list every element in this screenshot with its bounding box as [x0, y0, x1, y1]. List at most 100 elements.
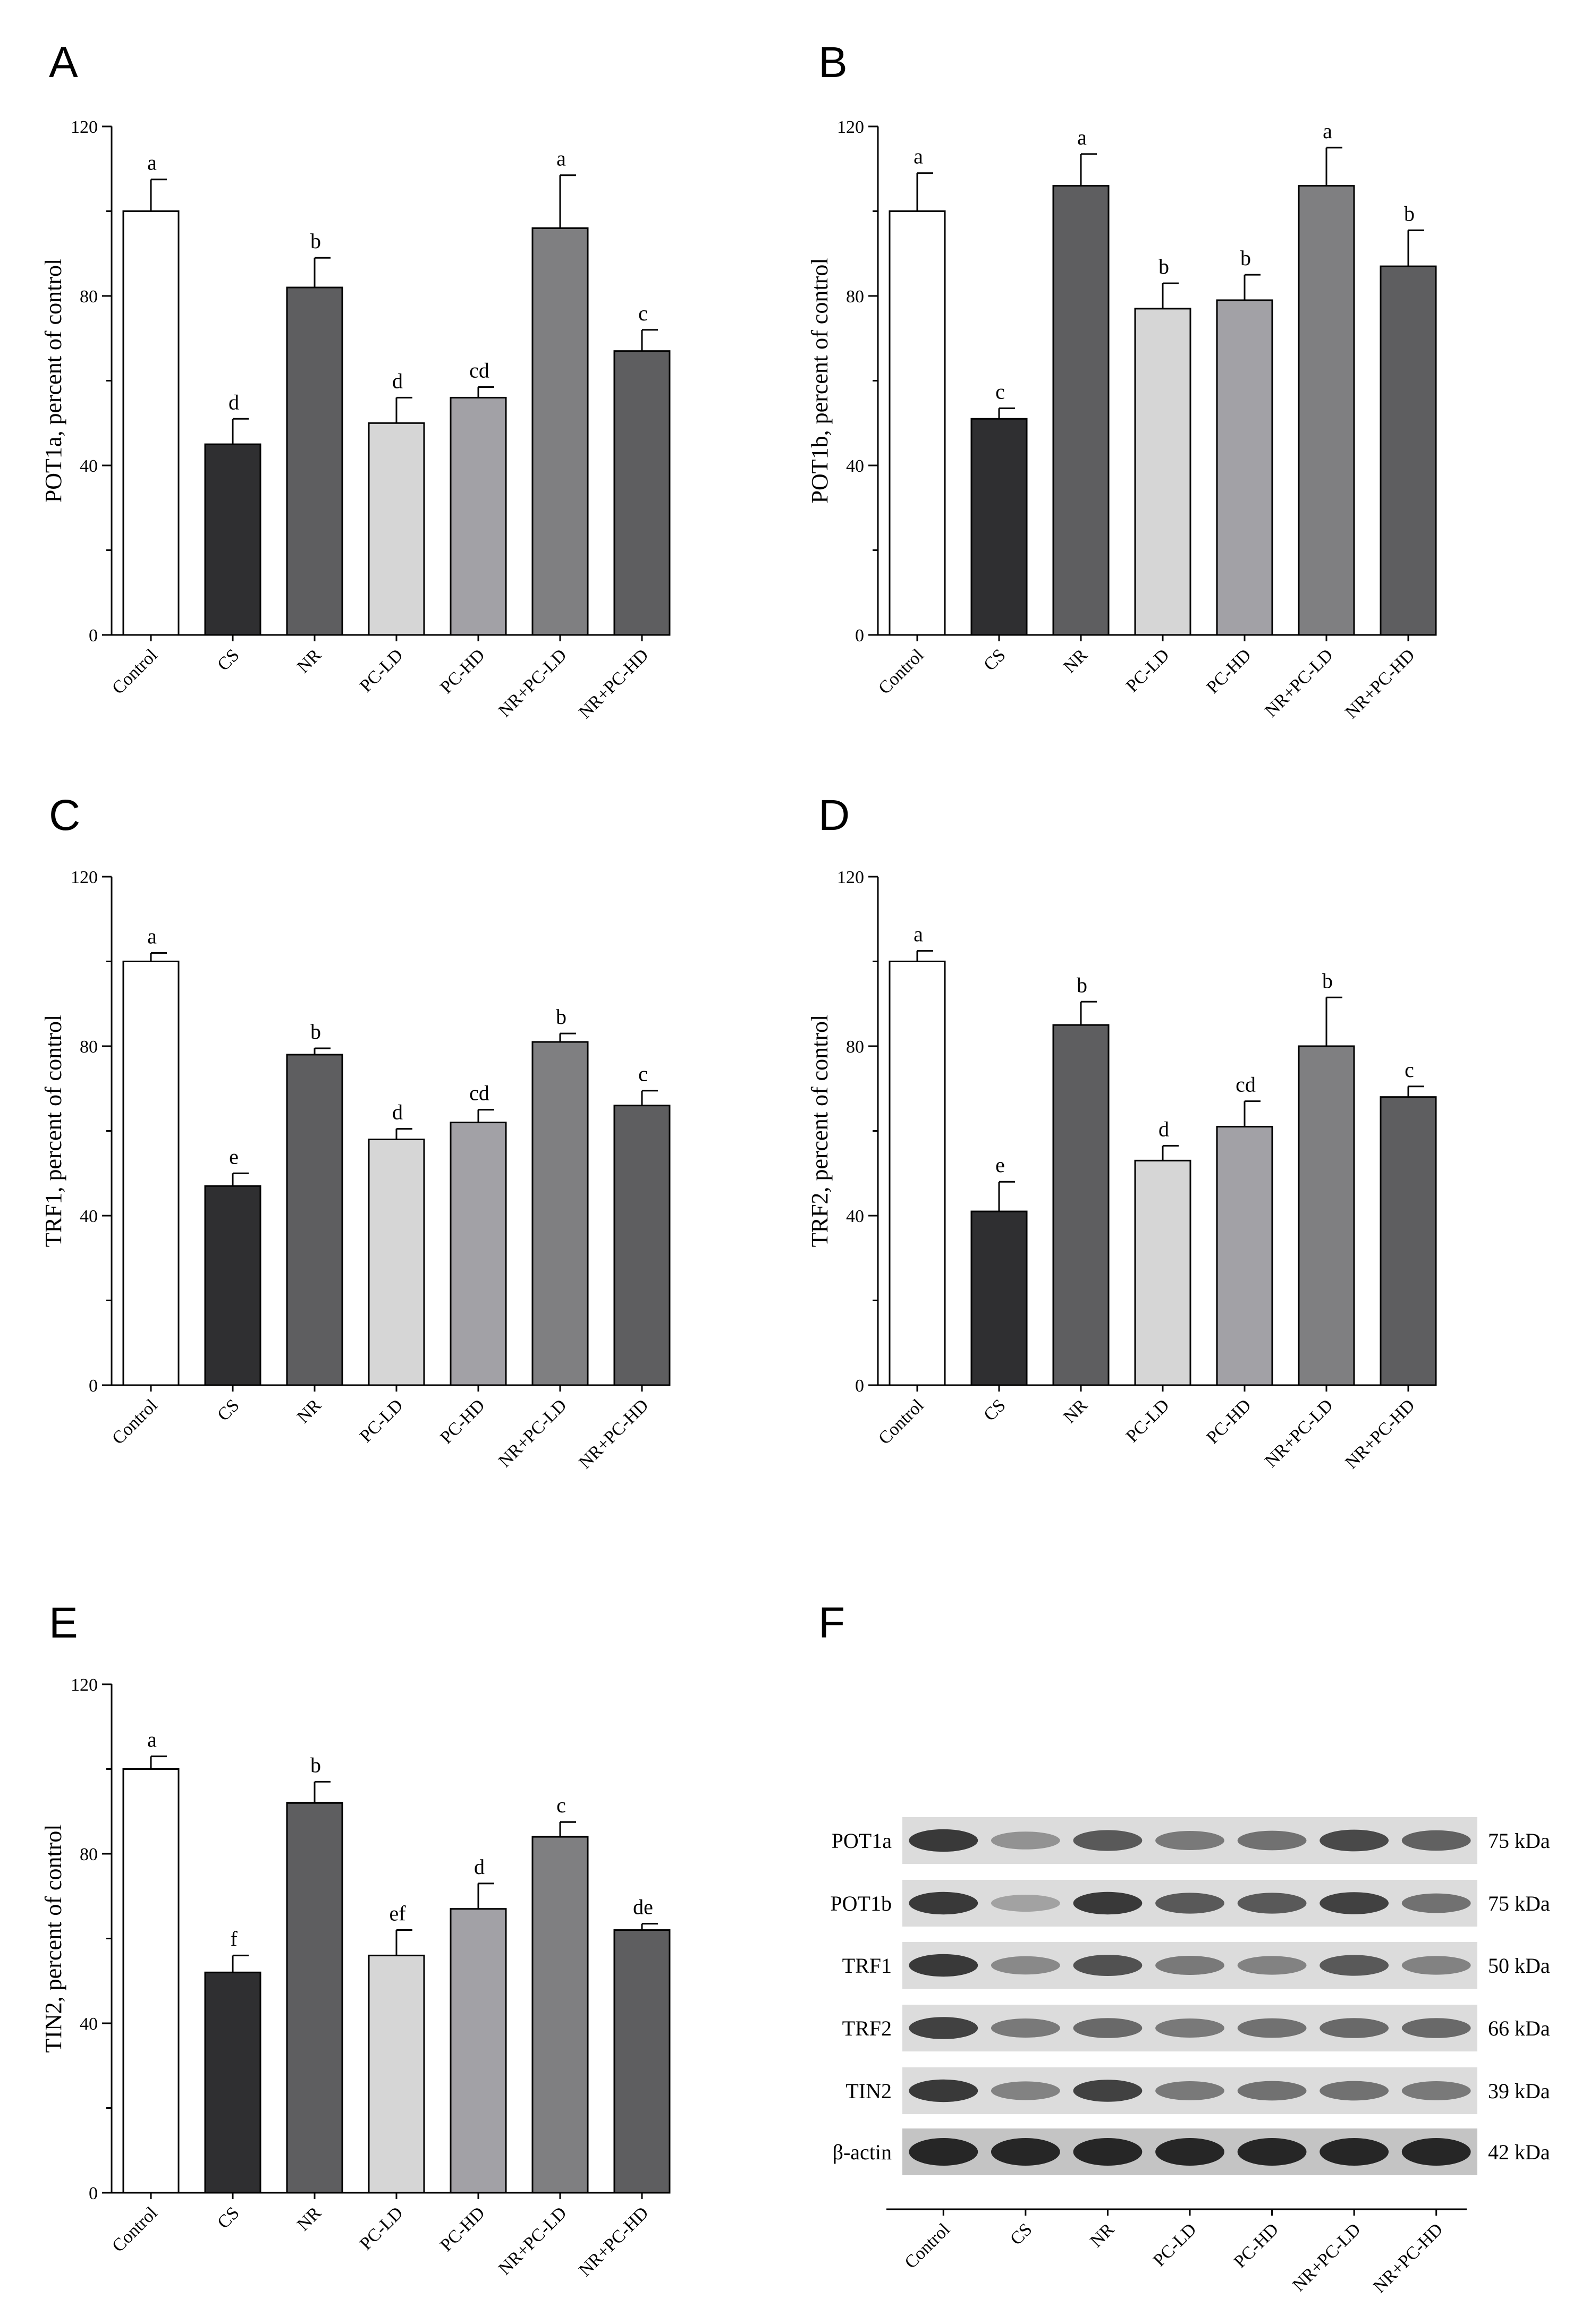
blot-protein-label: POT1b — [830, 1892, 892, 1915]
significance-letter: e — [229, 1144, 239, 1168]
blot-band — [1073, 1830, 1143, 1851]
x-tick-label: PC-HD — [436, 645, 488, 697]
significance-letter: c — [638, 301, 648, 325]
blot-band — [1073, 1892, 1143, 1915]
significance-letter: cd — [1236, 1073, 1256, 1097]
x-tick-label: NR+PC-LD — [495, 645, 571, 721]
panel-letter: C — [49, 791, 80, 839]
blot-band — [991, 1956, 1060, 1975]
y-tick-label: 0 — [855, 1376, 864, 1396]
x-tick-label: NR+PC-LD — [1261, 645, 1337, 721]
blot-band — [909, 1829, 978, 1852]
x-tick-label: NR+PC-HD — [575, 2203, 652, 2280]
blot-weight-label: 39 kDa — [1488, 2079, 1550, 2103]
x-tick-label: NR+PC-LD — [495, 2203, 571, 2279]
blot-band — [909, 2079, 978, 2102]
y-tick-label: 120 — [837, 117, 864, 137]
panel-a: A 0 40 80 120 POT1a, percent of control a Contr… — [40, 38, 671, 723]
blot-lane-label: Control — [901, 2219, 954, 2272]
blot-lane-label: PC-LD — [1149, 2219, 1200, 2270]
blot-protein-label: TIN2 — [845, 2079, 892, 2103]
bar-cs — [970, 418, 1028, 636]
panel-d: D 0 40 80 120 TRF2, percent of control a Contro… — [807, 791, 1437, 1473]
blot-band — [1237, 2018, 1307, 2038]
x-tick-label: PC-HD — [436, 1395, 488, 1447]
significance-letter: c — [1405, 1058, 1414, 1082]
bar-nr — [286, 1054, 343, 1386]
blot-lane-label: NR — [1087, 2219, 1119, 2251]
significance-letter: d — [392, 369, 403, 393]
blot-band — [1320, 1829, 1389, 1852]
blot-band — [1320, 1892, 1389, 1914]
blot-band — [1320, 2081, 1389, 2101]
significance-letter: d — [392, 1100, 403, 1124]
x-tick-label: PC-LD — [356, 645, 407, 696]
x-tick-label: CS — [214, 645, 243, 675]
bar-pc-ld — [1134, 1159, 1191, 1386]
y-tick-label: 120 — [71, 868, 98, 887]
bar-nr-pc-ld — [531, 1836, 589, 2194]
bar-nr-pc-ld — [1298, 185, 1355, 636]
x-tick-label: PC-LD — [1122, 645, 1173, 696]
x-tick-label: NR+PC-HD — [1341, 645, 1418, 722]
y-tick-label: 80 — [846, 287, 864, 307]
significance-letter: cd — [469, 358, 489, 382]
significance-letter: c — [638, 1062, 648, 1086]
significance-letter: b — [1158, 255, 1169, 278]
y-tick-label: 80 — [80, 287, 98, 307]
blot-band — [909, 1892, 978, 1915]
blot-band — [909, 1954, 978, 1977]
bar-pc-ld — [1134, 308, 1191, 636]
panel-letter: D — [818, 791, 850, 839]
blot-band — [909, 2017, 978, 2039]
panel-c: C 0 40 80 120 TRF1, percent of control a Contro… — [40, 791, 671, 1473]
bar-nr-pc-ld — [531, 227, 589, 636]
y-tick-label: 40 — [846, 456, 864, 476]
y-tick-label: 40 — [80, 2014, 98, 2034]
significance-letter: b — [1077, 973, 1087, 997]
panel-f: F POT1a 75 kDa POT1b 75 kDa TRF1 50 kDa TRF2 66 … — [818, 1599, 1550, 2297]
bar-control — [122, 961, 180, 1386]
blot-band — [1401, 2138, 1471, 2166]
blot-band — [1320, 1955, 1389, 1976]
x-tick-label: PC-HD — [436, 2203, 488, 2255]
bar-nr-pc-hd — [613, 1929, 671, 2194]
significance-letter: ef — [389, 1902, 406, 1926]
y-tick-label: 0 — [855, 626, 864, 646]
panel-letter: A — [49, 38, 78, 87]
blot-band — [1237, 2081, 1307, 2101]
bar-control — [889, 961, 946, 1386]
blot-band — [991, 2018, 1060, 2038]
bar-nr-pc-ld — [531, 1041, 589, 1386]
x-tick-label: PC-LD — [356, 2203, 407, 2254]
blot-lane-label: NR+PC-HD — [1369, 2219, 1447, 2296]
bar-cs — [204, 1971, 261, 2194]
y-tick-label: 80 — [80, 1037, 98, 1057]
panel-e: E 0 40 80 120 TIN2, percent of control a Contro… — [40, 1599, 671, 2280]
significance-letter: a — [556, 147, 566, 171]
significance-letter: b — [1322, 969, 1333, 993]
x-tick-label: CS — [980, 645, 1010, 675]
blot-band — [1155, 1956, 1224, 1975]
x-tick-label: NR+PC-HD — [575, 1395, 652, 1472]
blot-band — [1237, 2138, 1307, 2166]
blot-band — [1155, 2081, 1224, 2100]
significance-letter: b — [310, 1753, 321, 1777]
y-tick-label: 120 — [837, 868, 864, 887]
x-tick-label: NR — [293, 645, 325, 677]
x-tick-label: NR — [293, 1395, 325, 1427]
x-tick-label: NR — [293, 2203, 325, 2235]
x-tick-label: Control — [875, 1395, 928, 1448]
bar-nr-pc-hd — [1380, 1096, 1437, 1386]
significance-letter: b — [556, 1005, 566, 1029]
bar-nr — [286, 1802, 343, 2194]
blot-weight-label: 75 kDa — [1488, 1829, 1550, 1853]
y-tick-label: 0 — [89, 1376, 98, 1396]
x-tick-label: NR+PC-LD — [495, 1395, 571, 1471]
significance-letter: d — [229, 390, 239, 414]
blot-band — [1155, 1893, 1224, 1914]
blot-band — [1155, 1831, 1224, 1850]
x-tick-label: Control — [875, 645, 928, 698]
bar-pc-hd — [450, 396, 507, 636]
